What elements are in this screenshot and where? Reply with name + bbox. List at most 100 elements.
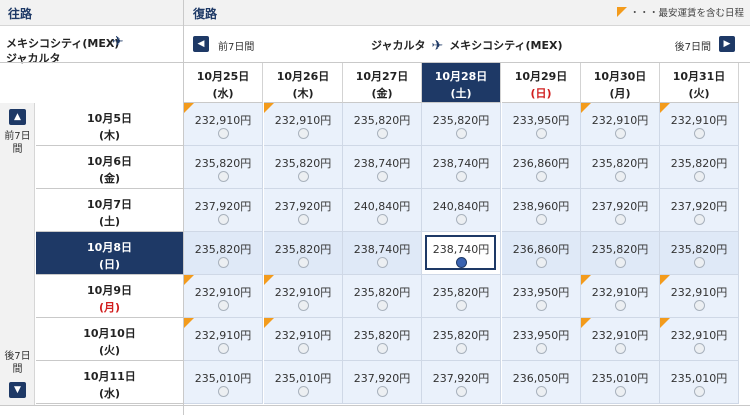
- next-7-days-vertical-label[interactable]: 後7日間: [4, 351, 31, 375]
- fare-radio[interactable]: [298, 128, 309, 139]
- fare-radio[interactable]: [298, 171, 309, 182]
- fare-cell[interactable]: 238,740円: [422, 232, 501, 275]
- fare-cell[interactable]: 235,820円: [422, 318, 501, 361]
- fare-cell[interactable]: 238,740円: [343, 146, 422, 189]
- fare-radio[interactable]: [536, 386, 547, 397]
- fare-cell[interactable]: 236,860円: [502, 146, 581, 189]
- fare-radio[interactable]: [377, 386, 388, 397]
- fare-radio[interactable]: [536, 343, 547, 354]
- fare-radio[interactable]: [377, 343, 388, 354]
- chevron-left-icon[interactable]: ◀: [193, 36, 209, 52]
- fare-cell[interactable]: 238,740円: [343, 232, 422, 275]
- fare-radio[interactable]: [377, 300, 388, 311]
- fare-cell[interactable]: 232,910円: [581, 275, 660, 318]
- fare-cell[interactable]: 235,820円: [660, 232, 739, 275]
- fare-cell[interactable]: 237,920円: [184, 189, 263, 232]
- outbound-date-header[interactable]: 10月5日 (木): [36, 103, 183, 146]
- fare-radio[interactable]: [377, 128, 388, 139]
- fare-cell[interactable]: 235,010円: [264, 361, 343, 404]
- fare-cell[interactable]: 232,910円: [660, 275, 739, 318]
- return-date-header[interactable]: 10月27日 (金): [343, 63, 422, 103]
- fare-radio[interactable]: [298, 343, 309, 354]
- fare-cell[interactable]: 237,920円: [264, 189, 343, 232]
- fare-cell[interactable]: 235,010円: [184, 361, 263, 404]
- fare-radio[interactable]: [377, 214, 388, 225]
- fare-radio[interactable]: [218, 171, 229, 182]
- fare-radio[interactable]: [615, 171, 626, 182]
- fare-radio[interactable]: [456, 128, 467, 139]
- fare-cell[interactable]: 236,860円: [502, 232, 581, 275]
- fare-radio[interactable]: [615, 300, 626, 311]
- fare-cell[interactable]: 235,820円: [581, 146, 660, 189]
- fare-radio[interactable]: [694, 300, 705, 311]
- fare-cell[interactable]: 235,820円: [660, 146, 739, 189]
- fare-radio[interactable]: [694, 128, 705, 139]
- fare-cell[interactable]: 232,910円: [660, 318, 739, 361]
- return-date-header[interactable]: 10月28日 (土): [422, 63, 501, 103]
- fare-radio[interactable]: [536, 171, 547, 182]
- prev-7-days-link[interactable]: 前7日間: [218, 42, 255, 53]
- return-date-header[interactable]: 10月26日 (木): [264, 63, 343, 103]
- fare-radio[interactable]: [694, 343, 705, 354]
- fare-radio[interactable]: [218, 386, 229, 397]
- fare-cell[interactable]: 232,910円: [581, 318, 660, 361]
- fare-radio[interactable]: [536, 128, 547, 139]
- fare-radio[interactable]: [615, 343, 626, 354]
- fare-cell[interactable]: 232,910円: [184, 103, 263, 146]
- prev-7-days-vertical-label[interactable]: 前7日間: [4, 131, 31, 155]
- fare-radio[interactable]: [218, 128, 229, 139]
- fare-radio[interactable]: [536, 257, 547, 268]
- fare-radio[interactable]: [456, 386, 467, 397]
- fare-radio[interactable]: [456, 300, 467, 311]
- fare-radio[interactable]: [615, 257, 626, 268]
- fare-radio[interactable]: [694, 257, 705, 268]
- outbound-date-header[interactable]: 10月11日 (水): [36, 361, 183, 404]
- fare-radio[interactable]: [694, 171, 705, 182]
- fare-cell[interactable]: 235,820円: [422, 275, 501, 318]
- fare-cell[interactable]: 240,840円: [422, 189, 501, 232]
- fare-cell[interactable]: 235,820円: [264, 232, 343, 275]
- fare-cell[interactable]: 232,910円: [660, 103, 739, 146]
- return-date-header[interactable]: 10月29日 (日): [502, 63, 581, 103]
- outbound-date-header[interactable]: 10月6日 (金): [36, 146, 183, 189]
- fare-cell[interactable]: 235,820円: [184, 146, 263, 189]
- fare-cell[interactable]: 232,910円: [264, 103, 343, 146]
- fare-radio[interactable]: [456, 171, 467, 182]
- fare-cell[interactable]: 235,820円: [264, 146, 343, 189]
- fare-radio[interactable]: [615, 128, 626, 139]
- fare-cell[interactable]: 233,950円: [502, 275, 581, 318]
- fare-cell[interactable]: 233,950円: [502, 103, 581, 146]
- fare-cell[interactable]: 240,840円: [343, 189, 422, 232]
- outbound-date-header[interactable]: 10月7日 (土): [36, 189, 183, 232]
- fare-radio[interactable]: [377, 171, 388, 182]
- fare-radio[interactable]: [456, 214, 467, 225]
- fare-cell[interactable]: 237,920円: [422, 361, 501, 404]
- fare-cell[interactable]: 235,820円: [184, 232, 263, 275]
- fare-radio[interactable]: [456, 343, 467, 354]
- fare-cell[interactable]: 235,820円: [581, 232, 660, 275]
- fare-cell[interactable]: 238,960円: [502, 189, 581, 232]
- fare-cell[interactable]: 235,820円: [343, 103, 422, 146]
- fare-cell[interactable]: 235,010円: [660, 361, 739, 404]
- chevron-right-icon[interactable]: ▶: [719, 36, 735, 52]
- return-date-header[interactable]: 10月31日 (火): [660, 63, 739, 103]
- fare-radio[interactable]: [536, 214, 547, 225]
- fare-radio[interactable]: [218, 257, 229, 268]
- fare-radio[interactable]: [218, 300, 229, 311]
- fare-cell[interactable]: 235,820円: [422, 103, 501, 146]
- fare-cell[interactable]: 238,740円: [422, 146, 501, 189]
- fare-radio[interactable]: [377, 257, 388, 268]
- return-date-header[interactable]: 10月30日 (月): [581, 63, 660, 103]
- fare-radio[interactable]: [615, 214, 626, 225]
- fare-cell[interactable]: 236,050円: [502, 361, 581, 404]
- fare-cell[interactable]: 235,010円: [581, 361, 660, 404]
- outbound-date-header[interactable]: 10月9日 (月): [36, 275, 183, 318]
- fare-cell[interactable]: 232,910円: [184, 318, 263, 361]
- fare-radio[interactable]: [298, 300, 309, 311]
- fare-radio[interactable]: [218, 343, 229, 354]
- outbound-date-header[interactable]: 10月10日 (火): [36, 318, 183, 361]
- fare-cell[interactable]: 235,820円: [343, 275, 422, 318]
- next-7-days-link[interactable]: 後7日間: [674, 42, 711, 53]
- fare-cell[interactable]: 232,910円: [264, 275, 343, 318]
- fare-radio[interactable]: [298, 386, 309, 397]
